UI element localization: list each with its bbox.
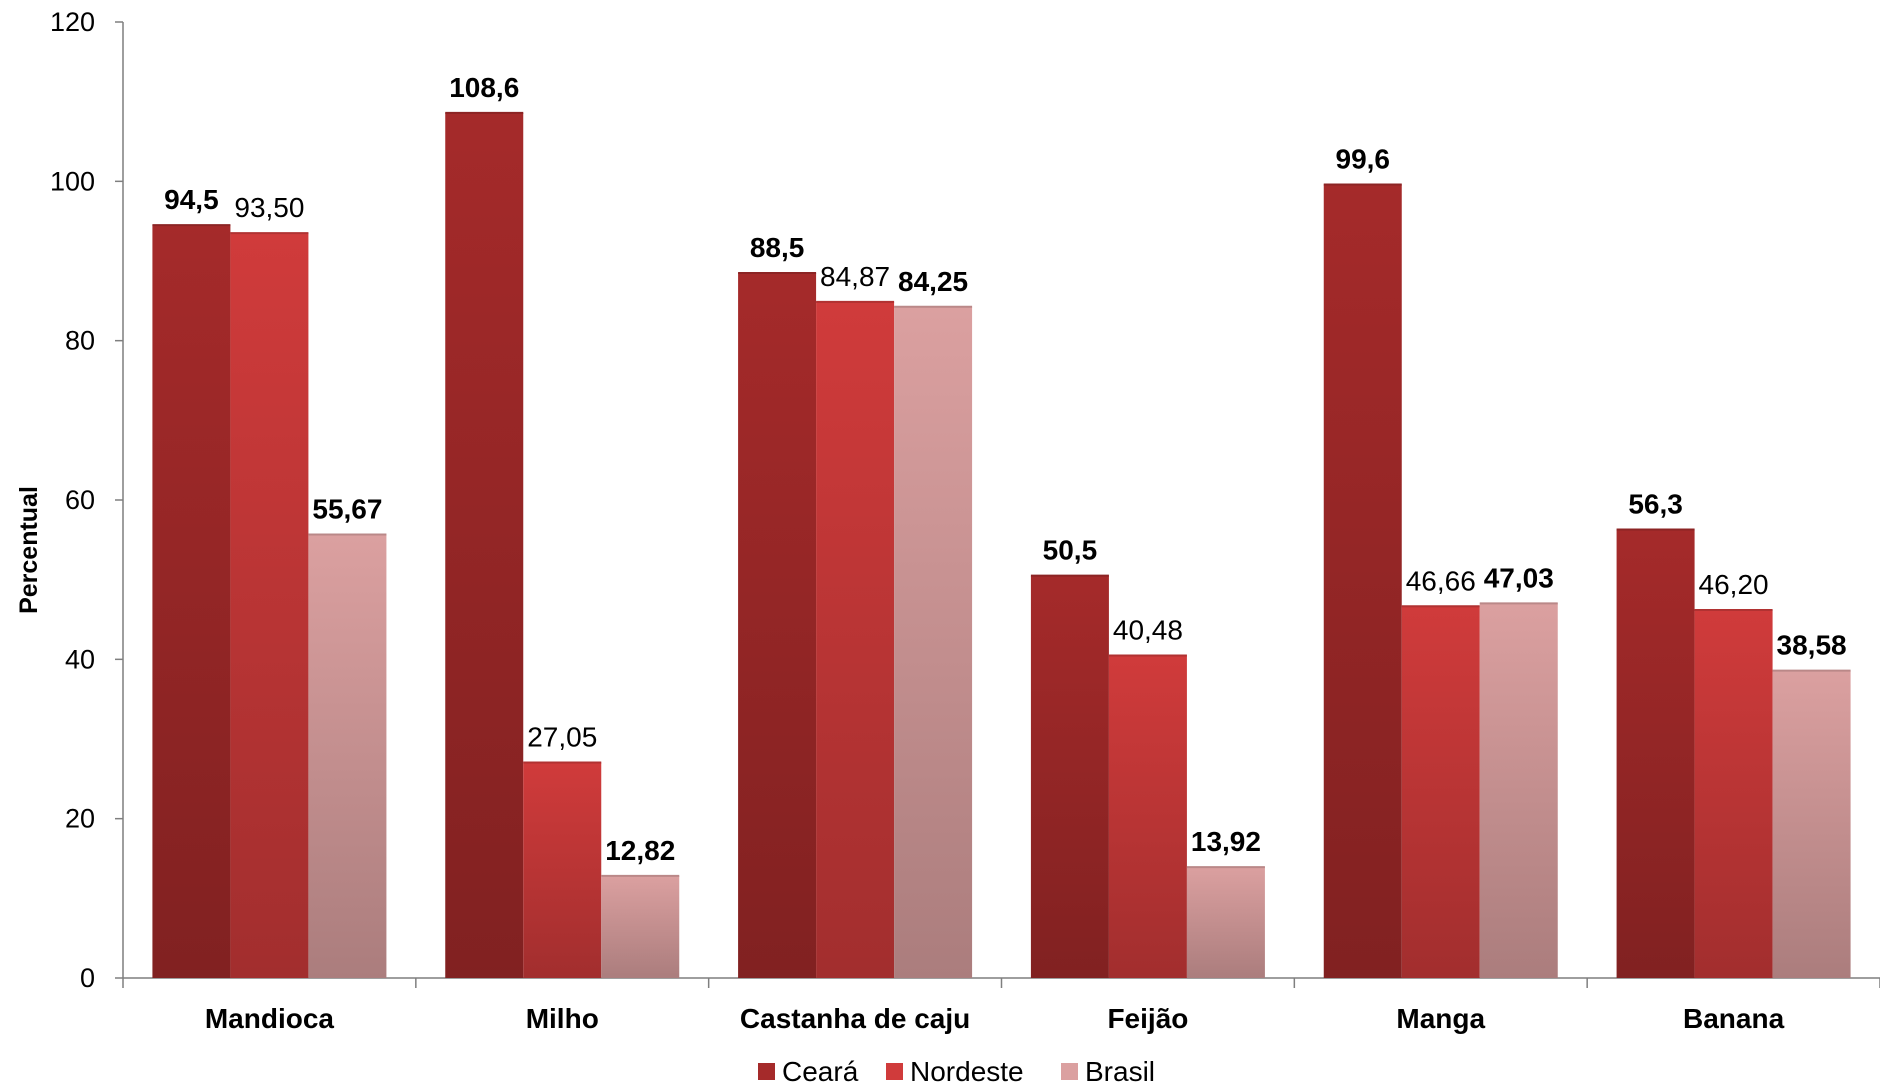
data-label: 46,20 bbox=[1699, 569, 1769, 600]
bar-cear- bbox=[1323, 184, 1402, 978]
data-label: 93,50 bbox=[234, 192, 304, 223]
bar-nordeste bbox=[1694, 609, 1773, 978]
x-category-label: Milho bbox=[526, 1003, 599, 1034]
bar-brasil bbox=[308, 534, 387, 978]
x-category-label: Feijão bbox=[1107, 1003, 1188, 1034]
bar-cear- bbox=[738, 272, 817, 978]
data-label: 88,5 bbox=[750, 232, 805, 263]
legend-label: Ceará bbox=[782, 1056, 859, 1086]
y-tick-label: 60 bbox=[65, 485, 95, 515]
data-label: 50,5 bbox=[1043, 535, 1098, 566]
legend-swatch bbox=[1061, 1063, 1078, 1080]
legend: Ceará Nordeste Brasil bbox=[758, 1056, 1155, 1086]
legend-swatch bbox=[758, 1063, 775, 1080]
legend-label: Nordeste bbox=[910, 1056, 1024, 1086]
bar-brasil bbox=[601, 875, 680, 978]
data-label: 27,05 bbox=[527, 722, 597, 753]
data-label: 40,48 bbox=[1113, 615, 1183, 646]
bar-cear- bbox=[1616, 529, 1695, 978]
data-label: 38,58 bbox=[1777, 630, 1847, 661]
data-label: 108,6 bbox=[449, 72, 519, 103]
data-labels: 94,5 108,6 88,5 50,5 99,6 56,3 93,50 27,05 84,87… bbox=[164, 72, 1846, 866]
bar-brasil bbox=[1772, 670, 1851, 978]
x-category-label: Banana bbox=[1683, 1003, 1785, 1034]
bars bbox=[152, 111, 1851, 978]
bar-brasil bbox=[894, 306, 973, 978]
y-tick-label: 100 bbox=[50, 166, 95, 196]
x-category-label: Mandioca bbox=[205, 1003, 335, 1034]
x-category-label: Manga bbox=[1396, 1003, 1485, 1034]
data-label: 47,03 bbox=[1484, 562, 1554, 593]
data-label: 55,67 bbox=[312, 493, 382, 524]
bar-nordeste bbox=[1108, 655, 1187, 978]
data-label: 46,66 bbox=[1406, 565, 1476, 596]
data-label: 13,92 bbox=[1191, 826, 1261, 857]
bar-brasil bbox=[1186, 867, 1265, 978]
bar-brasil bbox=[1479, 603, 1558, 978]
y-axis-label: Percentual bbox=[15, 486, 43, 614]
y-tick-label: 120 bbox=[50, 7, 95, 37]
bar-nordeste bbox=[230, 233, 309, 978]
legend-swatch bbox=[886, 1063, 903, 1080]
legend-label: Brasil bbox=[1085, 1056, 1155, 1086]
y-tick-label: 20 bbox=[65, 804, 95, 834]
data-label: 12,82 bbox=[605, 835, 675, 866]
bar-nordeste bbox=[816, 301, 895, 978]
bar-nordeste bbox=[523, 762, 602, 978]
bar-cear- bbox=[152, 225, 231, 978]
bar-cear- bbox=[445, 112, 524, 978]
bar-cear- bbox=[1030, 575, 1109, 978]
bar-nordeste bbox=[1401, 606, 1480, 978]
y-tick-label: 0 bbox=[80, 963, 95, 993]
y-tick-label: 40 bbox=[65, 644, 95, 674]
data-label: 84,25 bbox=[898, 266, 968, 297]
data-label: 84,87 bbox=[820, 261, 890, 292]
data-label: 99,6 bbox=[1336, 144, 1391, 175]
axes: 0 20 40 60 80 100 120 Mandioca Milho Castanha de … bbox=[50, 7, 1880, 1034]
data-label: 56,3 bbox=[1628, 488, 1683, 519]
data-label: 94,5 bbox=[164, 184, 219, 215]
y-tick-label: 80 bbox=[65, 326, 95, 356]
x-category-label: Castanha de caju bbox=[740, 1003, 970, 1034]
